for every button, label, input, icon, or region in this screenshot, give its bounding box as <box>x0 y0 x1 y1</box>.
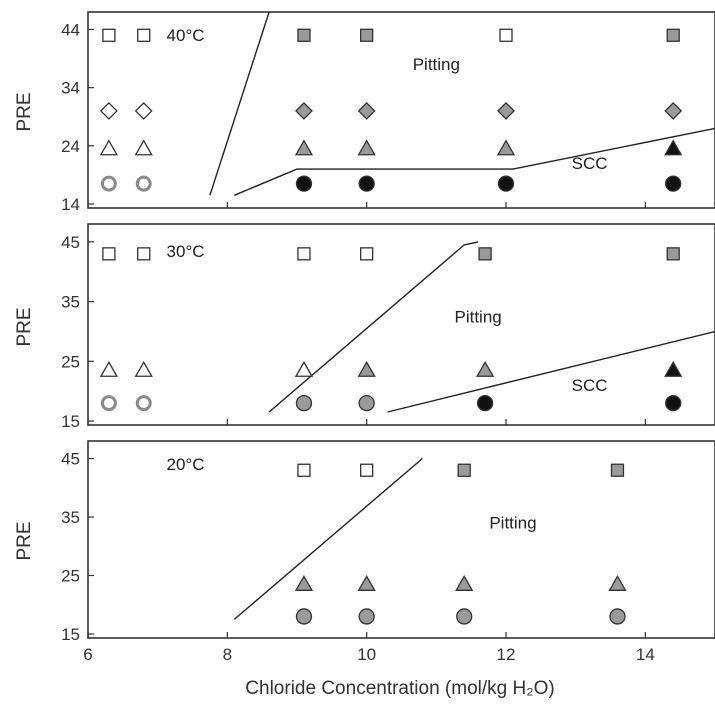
circle-marker <box>609 608 626 625</box>
circle-marker <box>100 175 117 192</box>
square-marker <box>360 28 374 42</box>
y-tick-label: 15 <box>61 625 80 644</box>
circle-marker <box>295 608 313 625</box>
triangle-marker <box>357 360 376 377</box>
diamond-marker <box>134 101 153 120</box>
x-tick-label: 12 <box>497 645 516 664</box>
chart-annotation: 30°C <box>167 242 205 261</box>
triangle-marker <box>294 360 314 377</box>
y-axis-label: PRE <box>14 521 35 560</box>
circle-marker <box>665 175 682 192</box>
circle-marker <box>135 175 152 192</box>
circle-marker <box>358 394 375 412</box>
region-boundary-line <box>234 127 715 196</box>
region-boundary-line <box>209 11 270 196</box>
chart-annotation: Pitting <box>489 514 536 533</box>
y-tick-label: 24 <box>61 137 80 156</box>
y-tick-label: 15 <box>61 412 80 431</box>
triangle-marker <box>134 139 153 156</box>
x-tick-label: 6 <box>83 645 92 664</box>
y-tick-label: 34 <box>61 79 80 98</box>
square-marker <box>499 28 513 42</box>
triangle-marker <box>455 574 474 591</box>
panel-30c: 15 25 35 45 PRE 30°C Pitting SCC <box>14 223 715 431</box>
chart-annotation: Pitting <box>413 55 460 74</box>
x-tick-label: 10 <box>357 645 376 664</box>
region-boundary-line <box>268 241 479 413</box>
y-tick-label: 25 <box>61 352 80 371</box>
diamond-marker <box>664 101 683 120</box>
triangle-marker <box>608 574 627 591</box>
y-tick-label: 44 <box>61 20 80 39</box>
square-marker <box>666 247 680 261</box>
square-marker <box>478 247 492 261</box>
circle-marker <box>665 394 682 412</box>
square-marker <box>610 463 625 477</box>
triangle-marker <box>475 360 495 377</box>
panel-frame <box>87 11 715 209</box>
chart-annotation: Pitting <box>455 308 502 327</box>
square-marker <box>102 247 116 261</box>
y-tick-label: 14 <box>61 195 80 214</box>
triangle-marker <box>664 360 683 377</box>
diamond-marker <box>497 101 515 120</box>
circle-marker <box>497 175 515 192</box>
triangle-marker <box>357 574 376 591</box>
y-tick-label: 25 <box>61 567 80 586</box>
circle-marker <box>295 394 313 412</box>
square-marker <box>297 247 311 261</box>
square-marker <box>360 463 374 477</box>
panel-frame <box>87 440 715 639</box>
circle-marker <box>100 395 117 412</box>
chart-annotation: 20°C <box>167 455 205 474</box>
square-marker <box>137 28 151 42</box>
circle-marker <box>456 608 473 625</box>
chart-annotation: SCC <box>572 376 608 395</box>
panel-frame <box>87 223 715 426</box>
square-marker <box>297 28 311 42</box>
square-marker <box>457 463 471 477</box>
circle-marker <box>135 395 152 412</box>
square-marker <box>137 247 151 261</box>
triangle-marker <box>134 360 153 377</box>
square-marker <box>102 28 116 42</box>
region-boundary-line <box>233 457 423 620</box>
square-marker <box>360 247 374 261</box>
panel-40c: 14 24 34 44 PRE 40°C Pitting SCC <box>14 11 715 214</box>
circle-marker <box>476 394 494 412</box>
diamond-marker <box>295 101 313 120</box>
x-tick-label: 8 <box>223 645 232 664</box>
triangle-marker <box>664 139 683 156</box>
chart-annotation: SCC <box>572 154 608 173</box>
y-axis-label: PRE <box>14 307 35 346</box>
chart-annotation: 40°C <box>167 26 205 45</box>
square-marker <box>297 463 311 477</box>
triangle-marker <box>99 139 119 156</box>
y-axis-label: PRE <box>14 92 35 131</box>
triangle-marker <box>496 139 516 156</box>
diamond-marker <box>357 101 376 120</box>
x-tick-label: 14 <box>636 645 655 664</box>
y-tick-label: 35 <box>61 508 80 527</box>
triangle-marker <box>99 360 119 377</box>
y-tick-label: 35 <box>61 293 80 312</box>
triangle-marker <box>357 139 376 156</box>
region-boundary-line <box>387 330 715 413</box>
y-tick-label: 45 <box>61 450 80 469</box>
x-axis-label: Chloride Concentration (mol/kg H₂O) <box>245 678 554 699</box>
triangle-marker <box>294 139 314 156</box>
circle-marker <box>295 175 313 192</box>
square-marker <box>666 28 680 42</box>
panel-20c: 15 25 35 45 6 8 10 12 14 PRE 20°C Pitting <box>14 440 715 664</box>
triangle-marker <box>294 574 314 591</box>
y-tick-label: 45 <box>61 233 80 252</box>
circle-marker <box>358 175 375 192</box>
circle-marker <box>358 608 375 625</box>
diamond-marker <box>99 101 118 120</box>
